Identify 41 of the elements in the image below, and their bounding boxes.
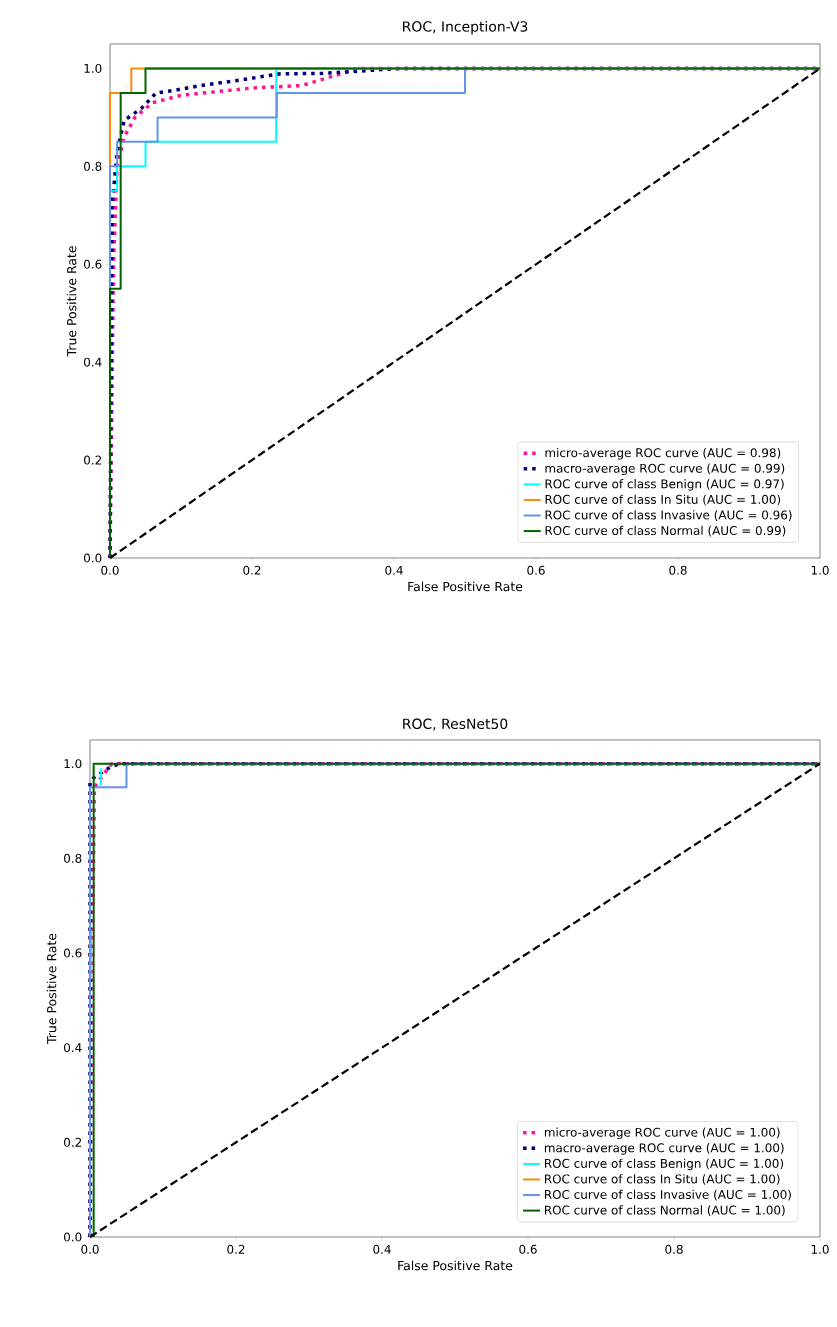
legend-label: macro-average ROC curve (AUC = 0.99) [545,463,785,476]
legend-label: ROC curve of class Benign (AUC = 0.97) [545,479,784,491]
x-tick-label: 0.2 [243,565,261,575]
legend-label: ROC curve of class Invasive (AUC = 1.00) [545,1189,791,1201]
y-tick-label: 0.8 [84,161,102,171]
legend-label: ROC curve of class In Situ (AUC = 1.00) [545,494,781,506]
legend-label: ROC curve of class Normal (AUC = 0.99) [545,525,786,537]
chart-title: ROC, Inception-V3 [403,20,528,35]
x-tick-label: 0.6 [527,565,545,575]
y-tick-label: 0.6 [84,259,102,269]
x-tick-label: 1.0 [811,565,829,575]
x-axis-title: False Positive Rate [398,1260,513,1271]
x-tick-label: 1.0 [811,1244,829,1254]
y-tick-label: 0.4 [84,357,102,367]
x-tick-label: 0.4 [373,1244,391,1254]
y-tick-label: 0.2 [64,1137,82,1147]
y-tick-label: 0.8 [64,853,82,863]
x-tick-label: 0.6 [519,1244,537,1254]
legend-label: ROC curve of class Normal (AUC = 1.00) [545,1205,785,1216]
chart-title: ROC, ResNet50 [403,718,508,731]
x-tick-label: 0.0 [101,565,119,575]
x-axis-title: False Positive Rate [408,581,523,592]
x-tick-label: 0.4 [385,565,403,575]
y-tick-label: 1.0 [84,63,102,73]
legend-label: ROC curve of class Invasive (AUC = 0.96) [545,510,792,521]
y-tick-label: 0.4 [64,1043,82,1053]
y-tick-label: 0.2 [84,455,102,465]
legend-label: micro-average ROC curve (AUC = 0.98) [545,447,781,460]
x-tick-label: 0.8 [665,1244,683,1254]
y-axis-title: True Positive Rate [46,933,57,1044]
y-tick-label: 0.0 [64,1232,82,1242]
x-tick-label: 0.8 [669,565,687,575]
legend-label: macro-average ROC curve (AUC = 1.00) [544,1143,784,1155]
y-axis-title: True Positive Rate [66,246,77,357]
legend-label: ROC curve of class In Situ (AUC = 1.00) [545,1174,780,1185]
legend-label: micro-average ROC curve (AUC = 1.00) [544,1127,780,1140]
legend-label: ROC curve of class Benign (AUC = 1.00) [545,1158,784,1171]
x-tick-label: 0.2 [227,1244,245,1254]
y-tick-label: 0.6 [64,948,82,958]
y-tick-label: 0.0 [84,553,102,563]
y-tick-label: 1.0 [64,759,82,769]
